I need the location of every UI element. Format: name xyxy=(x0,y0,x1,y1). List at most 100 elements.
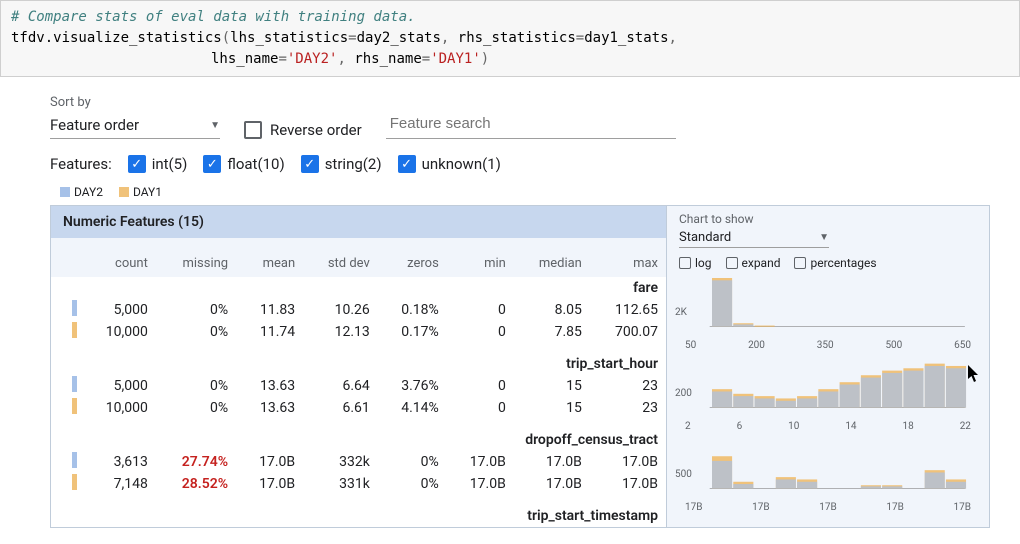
sort-select[interactable]: Feature order ▼ xyxy=(50,112,220,139)
stat-cell: 0 xyxy=(447,299,514,321)
chart-label: Chart to show xyxy=(679,212,977,226)
histogram-chart: 500 xyxy=(677,440,979,498)
series-bar-icon xyxy=(72,376,77,392)
checkbox-icon: ✓ xyxy=(301,155,319,173)
stat-cell: 0.18% xyxy=(378,299,447,321)
series-bar-icon xyxy=(72,300,77,316)
output-panel: Sort by Feature order ▼ Reverse order Fe… xyxy=(0,85,1020,528)
stat-cell: 6.64 xyxy=(303,375,378,397)
features-label: Features: xyxy=(50,155,112,173)
stat-cell: 3,613 xyxy=(81,451,156,473)
stat-cell: 0 xyxy=(447,321,514,343)
checkbox-icon xyxy=(726,257,738,269)
series-bar-icon xyxy=(72,474,77,490)
table-row: 10,0000%11.7412.130.17%07.85700.07 xyxy=(51,321,666,343)
histogram-chart: 2K xyxy=(677,278,979,336)
table-row: 10,0000%13.636.614.14%01523 xyxy=(51,397,666,419)
y-axis-label: 2K xyxy=(675,307,687,318)
stat-cell: 13.63 xyxy=(236,397,303,419)
checkbox-icon xyxy=(794,257,806,269)
section-header: Numeric Features (15) xyxy=(51,206,666,238)
chevron-down-icon: ▼ xyxy=(819,232,829,243)
stat-cell: 17.0B xyxy=(236,473,303,495)
y-axis-label: 200 xyxy=(675,388,692,399)
table-row: 7,14828.52%17.0B331k0%17.0B17.0B17.0B xyxy=(51,473,666,495)
feature-search-input[interactable] xyxy=(386,109,676,139)
stat-cell: 8.05 xyxy=(514,299,590,321)
stat-cell: 4.14% xyxy=(378,397,447,419)
x-axis-labels: 17B17B17B17B17B xyxy=(677,502,979,513)
stat-cell: 331k xyxy=(303,473,378,495)
stat-cell: 17.0B xyxy=(590,473,666,495)
series-bar-icon xyxy=(72,398,77,414)
series-bar-icon xyxy=(72,452,77,468)
column-header: zeros xyxy=(378,238,447,277)
legend: DAY2 DAY1 xyxy=(50,185,990,199)
legend-swatch-a xyxy=(60,187,70,197)
stat-cell: 17.0B xyxy=(236,451,303,473)
stat-cell: 23 xyxy=(590,397,666,419)
stat-cell: 5,000 xyxy=(81,375,156,397)
checkbox-icon xyxy=(679,257,691,269)
stat-cell: 23 xyxy=(590,375,666,397)
stat-cell: 7,148 xyxy=(81,473,156,495)
feature-name: fare xyxy=(51,277,666,299)
x-axis-labels: 50200350500650 xyxy=(677,340,979,351)
filter-checkbox[interactable]: ✓int(5) xyxy=(128,155,188,173)
stat-cell: 17.0B xyxy=(514,451,590,473)
stat-cell: 10,000 xyxy=(81,397,156,419)
feature-name: trip_start_timestamp xyxy=(51,505,666,527)
stat-cell: 0 xyxy=(447,397,514,419)
stat-cell: 13.63 xyxy=(236,375,303,397)
stat-cell: 17.0B xyxy=(447,473,514,495)
stat-cell: 15 xyxy=(514,375,590,397)
column-header: median xyxy=(514,238,590,277)
x-axis-labels: 2610141822 xyxy=(677,421,979,432)
column-header: min xyxy=(447,238,514,277)
chart-type-select[interactable]: Standard ▼ xyxy=(679,228,829,248)
stat-cell: 17.0B xyxy=(590,451,666,473)
chart-option-checkbox[interactable]: expand xyxy=(726,256,781,270)
code-cell: # Compare stats of eval data with traini… xyxy=(0,0,1020,77)
filter-checkbox[interactable]: ✓float(10) xyxy=(203,155,284,173)
stats-table: countmissingmeanstd devzerosminmedianmax… xyxy=(51,238,666,527)
checkbox-icon: ✓ xyxy=(203,155,221,173)
table-row: 5,0000%13.636.643.76%01523 xyxy=(51,375,666,397)
stat-cell: 0% xyxy=(156,299,236,321)
stat-cell: 17.0B xyxy=(447,451,514,473)
sort-label: Sort by xyxy=(50,95,220,110)
histogram-chart: 200 xyxy=(677,359,979,417)
stat-cell: 0.17% xyxy=(378,321,447,343)
code-comment: # Compare stats of eval data with traini… xyxy=(11,9,416,25)
filter-checkbox[interactable]: ✓unknown(1) xyxy=(398,155,501,173)
checkbox-icon xyxy=(244,121,262,139)
stat-cell: 0 xyxy=(447,375,514,397)
stat-cell: 10,000 xyxy=(81,321,156,343)
column-header: std dev xyxy=(303,238,378,277)
stat-cell: 17.0B xyxy=(514,473,590,495)
stat-cell: 6.61 xyxy=(303,397,378,419)
stat-cell: 15 xyxy=(514,397,590,419)
table-row: 5,0000%11.8310.260.18%08.05112.65 xyxy=(51,299,666,321)
table-row: 3,61327.74%17.0B332k0%17.0B17.0B17.0B xyxy=(51,451,666,473)
stat-cell: 27.74% xyxy=(156,451,236,473)
chart-option-checkbox[interactable]: log xyxy=(679,256,712,270)
stat-cell: 11.83 xyxy=(236,299,303,321)
column-header: missing xyxy=(156,238,236,277)
stat-cell: 0% xyxy=(156,397,236,419)
filter-checkbox[interactable]: ✓string(2) xyxy=(301,155,382,173)
chart-option-checkbox[interactable]: percentages xyxy=(794,256,876,270)
feature-name: trip_start_hour xyxy=(51,353,666,375)
stat-cell: 0% xyxy=(156,375,236,397)
legend-swatch-b xyxy=(119,187,129,197)
reverse-order-checkbox[interactable]: Reverse order xyxy=(244,121,362,139)
column-header: count xyxy=(81,238,156,277)
stat-cell: 12.13 xyxy=(303,321,378,343)
feature-name: dropoff_census_tract xyxy=(51,429,666,451)
stat-cell: 332k xyxy=(303,451,378,473)
column-header: mean xyxy=(236,238,303,277)
chevron-down-icon: ▼ xyxy=(210,120,220,131)
stat-cell: 0% xyxy=(378,451,447,473)
stat-cell: 0% xyxy=(378,473,447,495)
stat-cell: 700.07 xyxy=(590,321,666,343)
